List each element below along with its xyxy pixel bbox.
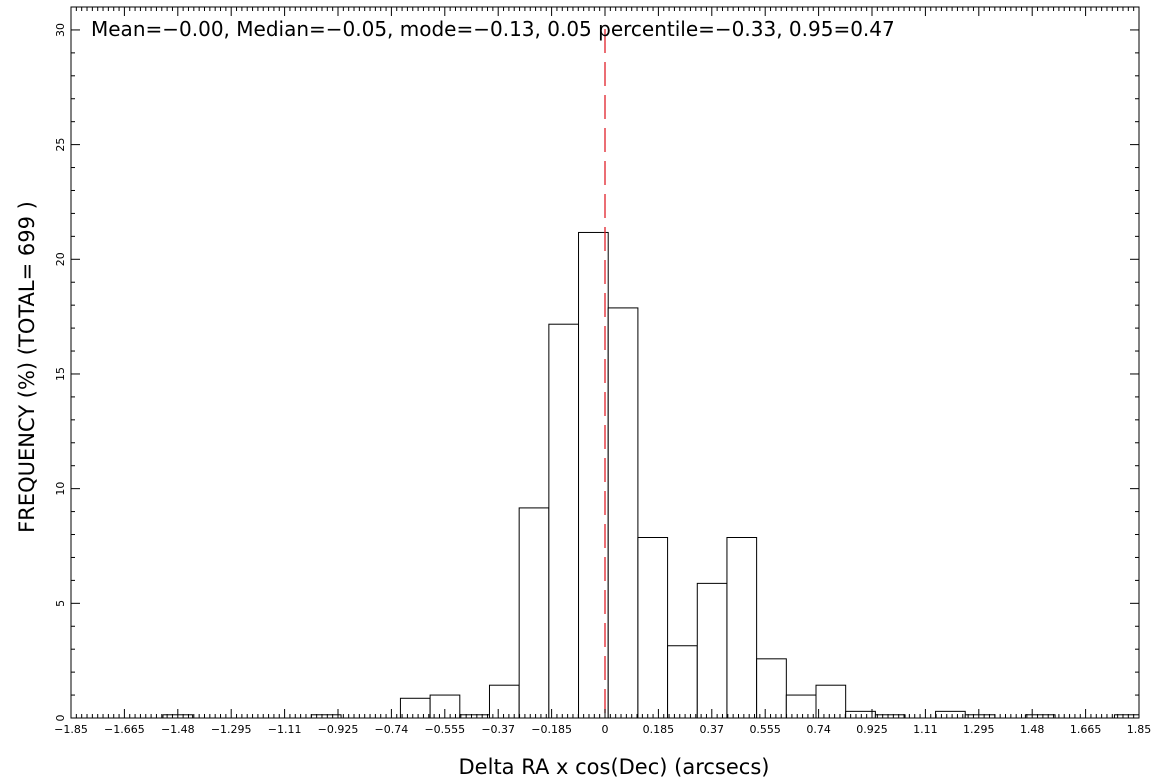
bars-layer — [162, 231, 1140, 719]
y-axis-title: FREQUENCY (%) (TOTAL= 699 ) — [15, 201, 39, 533]
y-tick-label-4: 20 — [54, 252, 67, 266]
x-tick-label-4: −1.11 — [268, 723, 302, 736]
x-tick-label-7: −0.555 — [424, 723, 465, 736]
y-tick-label-3: 15 — [54, 367, 67, 381]
histogram-bar-9 — [607, 307, 639, 719]
x-tick-label-8: −0.37 — [481, 723, 515, 736]
x-tick-label-11: 0.185 — [643, 723, 675, 736]
histogram-bar-5 — [488, 684, 520, 719]
histogram-bar-16 — [815, 684, 847, 719]
y-tick-label-2: 10 — [54, 482, 67, 496]
y-tick-label-1: 5 — [54, 600, 67, 607]
x-tick-label-13: 0.555 — [749, 723, 781, 736]
histogram-bar-17 — [845, 710, 876, 719]
x-tick-label-18: 1.48 — [1020, 723, 1045, 736]
x-tick-label-3: −1.295 — [211, 723, 252, 736]
x-tick-label-12: 0.37 — [700, 723, 725, 736]
histogram-bar-8 — [578, 231, 609, 719]
histogram-bar-13 — [726, 537, 758, 719]
x-ticks-layer: −1.85 −1.665 −1.48 −1.295 −1.11 −0.925 −0.74 −0… — [54, 7, 1151, 736]
histogram-bar-19 — [935, 710, 966, 719]
histogram-bar-14 — [756, 658, 787, 719]
x-tick-label-17: 1.295 — [963, 723, 995, 736]
histogram-bar-2 — [399, 697, 431, 719]
x-tick-label-15: 0.925 — [856, 723, 888, 736]
histogram-bar-15 — [785, 694, 817, 719]
y-ticks-layer: 0 5 10 15 20 25 30 — [54, 6, 1139, 722]
x-tick-label-1: −1.665 — [104, 723, 145, 736]
x-tick-label-0: −1.85 — [54, 723, 88, 736]
x-tick-label-20: 1.85 — [1127, 723, 1152, 736]
x-tick-label-5: −0.925 — [318, 723, 359, 736]
x-tick-label-16: 1.11 — [913, 723, 938, 736]
histogram-bar-7 — [548, 323, 580, 719]
x-tick-label-2: −1.48 — [161, 723, 195, 736]
histogram-bar-12 — [696, 582, 728, 719]
x-tick-label-10: 0 — [602, 723, 609, 736]
histogram-bar-11 — [667, 645, 698, 719]
x-axis-title: Delta RA x cos(Dec) (arcsecs) — [459, 755, 770, 779]
y-tick-label-0: 0 — [54, 715, 67, 722]
stats-annotation: Mean=−0.00, Median=−0.05, mode=−0.13, 0.… — [91, 17, 895, 41]
y-tick-label-6: 30 — [54, 23, 67, 37]
x-tick-label-14: 0.74 — [806, 723, 831, 736]
x-tick-label-9: −0.185 — [531, 723, 572, 736]
x-tick-label-6: −0.74 — [375, 723, 409, 736]
y-tick-label-5: 25 — [54, 138, 67, 152]
histogram-bar-6 — [518, 507, 550, 719]
x-tick-label-19: 1.665 — [1070, 723, 1102, 736]
histogram-bar-10 — [637, 537, 669, 719]
